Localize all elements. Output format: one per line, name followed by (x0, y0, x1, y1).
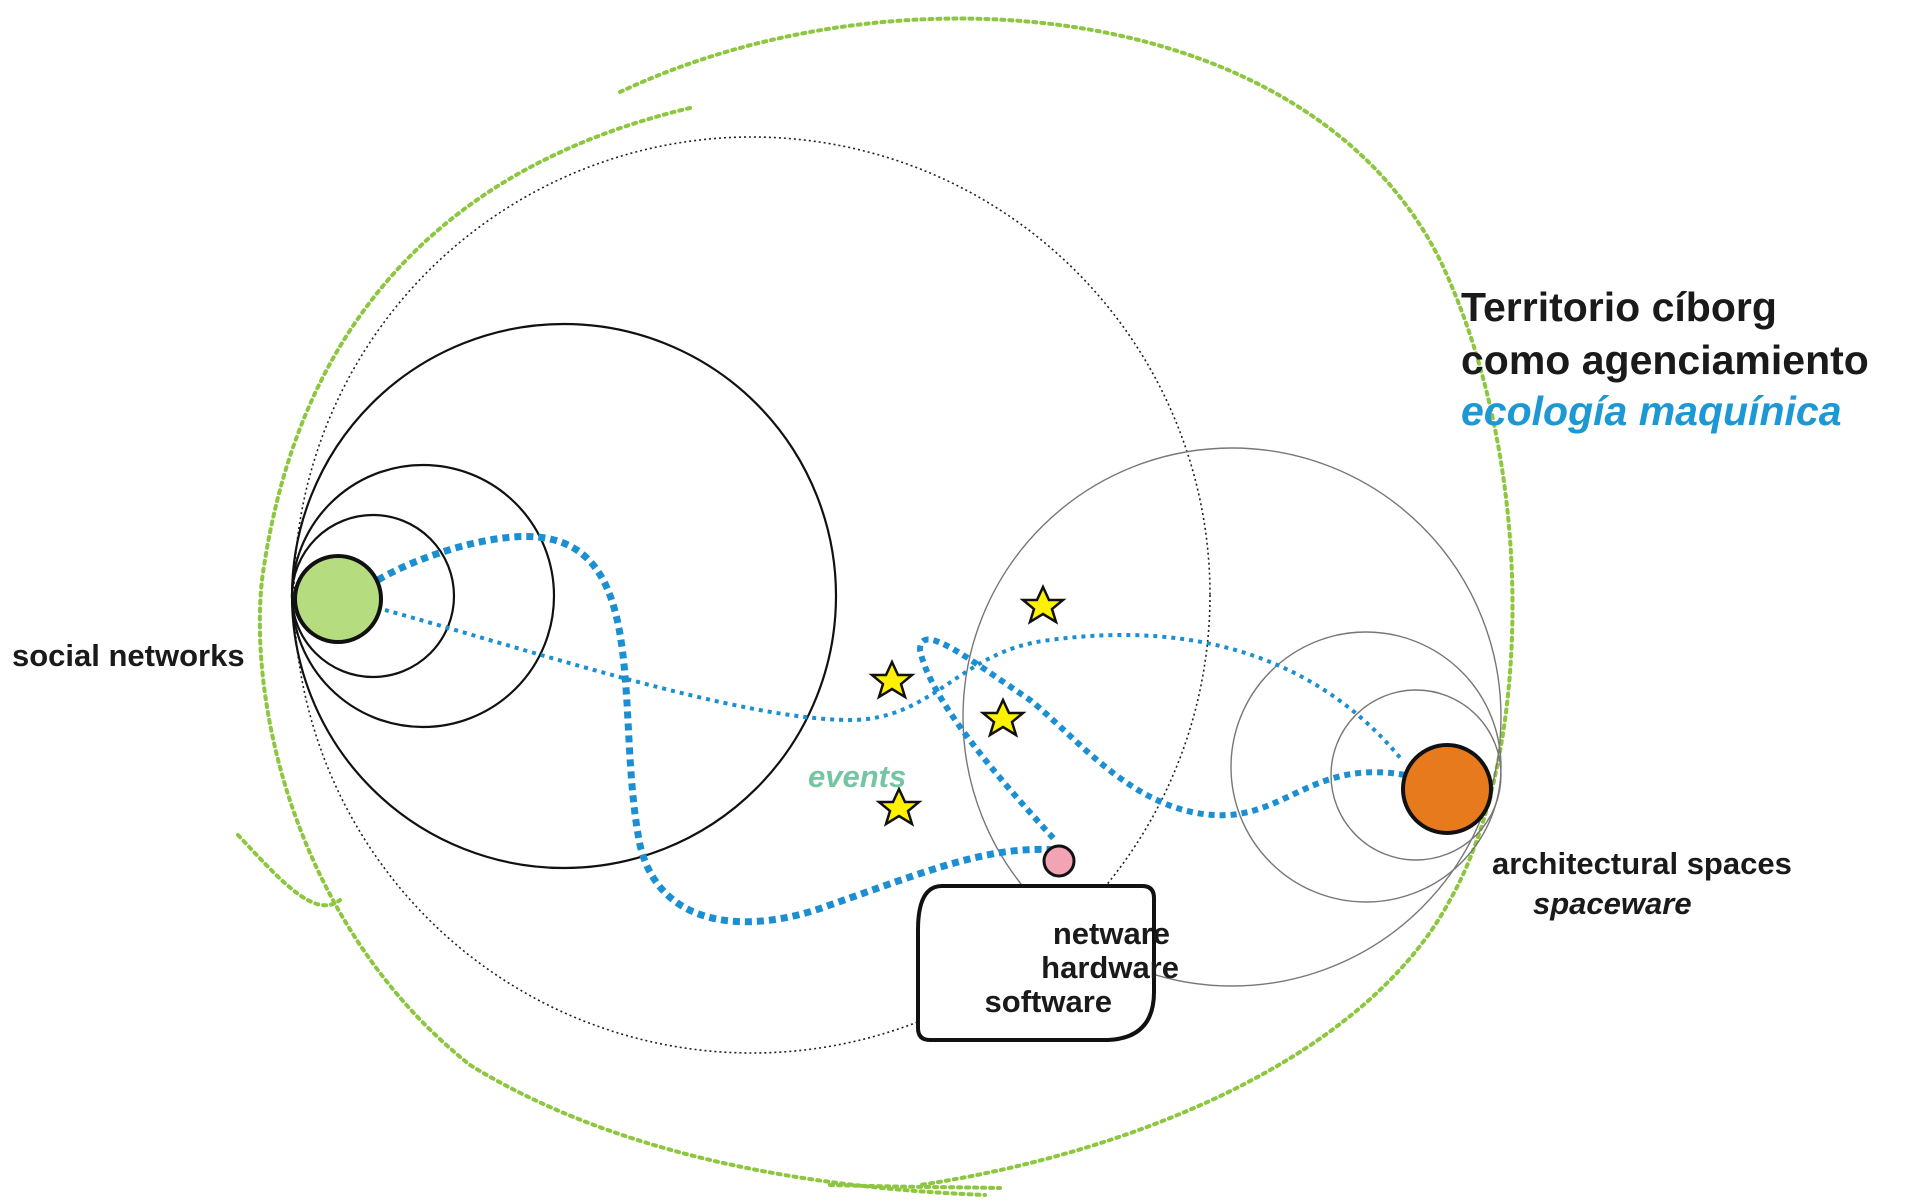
connection-architecture-loop (916, 636, 1406, 843)
outer-boundary-bottom-arc (828, 1183, 1002, 1190)
infrastructure-node (1042, 844, 1076, 878)
architectural-spaces-label: architectural spaces (1492, 846, 1792, 881)
outer-boundary-lower-left-arc (236, 833, 342, 908)
event-stars (868, 584, 1067, 827)
diagram-title-line-2: como agenciamiento (1461, 337, 1869, 383)
event-star (868, 659, 916, 700)
architectural-spaces-node (1401, 743, 1493, 835)
event-star (875, 786, 923, 827)
netware-label: netware (1052, 916, 1170, 951)
social-networks-node (293, 554, 383, 644)
spaceware-label: spaceware (1533, 886, 1692, 921)
events-label: events (808, 759, 907, 794)
territory-circle (293, 136, 1211, 1054)
architecture-rings (962, 447, 1502, 987)
social-ring-inner (290, 513, 456, 679)
connection-social-loop (376, 532, 1059, 926)
outer-territory-boundary (236, 16, 1515, 1197)
diagram-title-line-1: Territorio cíborg (1461, 284, 1777, 330)
event-star (1019, 584, 1067, 625)
connection-social-architecture (384, 608, 1404, 762)
event-star (979, 697, 1027, 738)
machinic-connections (376, 532, 1406, 926)
diagram-subtitle: ecología maquínica (1461, 388, 1842, 434)
software-label: software (984, 984, 1112, 1019)
infrastructure-box (916, 884, 1156, 1042)
outer-boundary-left-arc (257, 106, 987, 1197)
social-network-rings (290, 322, 838, 870)
architecture-ring-outer (962, 447, 1502, 987)
outer-boundary-main-arc (618, 16, 1515, 1187)
social-networks-label: social networks (12, 638, 245, 673)
architecture-ring-inner (1330, 689, 1502, 861)
hardware-label: hardware (1041, 950, 1179, 985)
